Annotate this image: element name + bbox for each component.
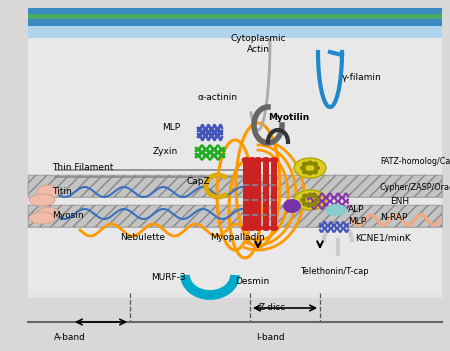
Text: MLP: MLP <box>348 218 366 226</box>
Text: Desmin: Desmin <box>235 278 269 286</box>
Ellipse shape <box>302 170 308 174</box>
Ellipse shape <box>302 193 308 199</box>
Ellipse shape <box>29 194 55 206</box>
FancyBboxPatch shape <box>263 160 269 228</box>
Text: Titin: Titin <box>52 187 72 197</box>
Text: A-band: A-band <box>54 333 86 343</box>
Text: MLP: MLP <box>162 124 180 132</box>
Ellipse shape <box>312 193 318 199</box>
Text: Myotilin: Myotilin <box>268 113 309 122</box>
Ellipse shape <box>294 158 326 178</box>
Ellipse shape <box>37 185 59 199</box>
Text: KCNE1/minK: KCNE1/minK <box>355 233 411 243</box>
Ellipse shape <box>270 225 279 231</box>
Ellipse shape <box>270 157 279 163</box>
Ellipse shape <box>302 161 308 166</box>
Text: Nebulette: Nebulette <box>120 233 165 243</box>
Ellipse shape <box>248 225 256 231</box>
FancyBboxPatch shape <box>249 160 255 228</box>
FancyBboxPatch shape <box>28 8 442 26</box>
Ellipse shape <box>242 157 251 163</box>
Text: N-RAP: N-RAP <box>380 213 407 223</box>
FancyBboxPatch shape <box>28 205 442 227</box>
Ellipse shape <box>307 160 313 166</box>
Ellipse shape <box>312 161 318 166</box>
Text: Cypher/ZASP/Oracle: Cypher/ZASP/Oracle <box>380 184 450 192</box>
Text: CapZ: CapZ <box>186 178 210 186</box>
FancyBboxPatch shape <box>28 26 442 38</box>
Ellipse shape <box>261 157 270 163</box>
Ellipse shape <box>294 190 326 210</box>
Ellipse shape <box>261 225 270 231</box>
Text: ENH: ENH <box>390 198 409 206</box>
FancyBboxPatch shape <box>28 14 442 19</box>
Text: Telethonin/T-cap: Telethonin/T-cap <box>300 267 369 277</box>
Text: Thin Filament: Thin Filament <box>52 164 113 172</box>
Ellipse shape <box>312 170 318 174</box>
FancyBboxPatch shape <box>28 38 442 293</box>
Text: Cytoplasmic
Actin: Cytoplasmic Actin <box>230 34 286 54</box>
FancyBboxPatch shape <box>243 160 249 228</box>
Ellipse shape <box>314 198 320 203</box>
Text: α-actinin: α-actinin <box>198 93 238 102</box>
Ellipse shape <box>29 212 55 224</box>
Text: Myosin: Myosin <box>52 211 84 219</box>
FancyBboxPatch shape <box>28 8 442 298</box>
Text: FATZ-homolog/Calsarcin-1: FATZ-homolog/Calsarcin-1 <box>380 158 450 166</box>
Ellipse shape <box>307 203 313 207</box>
Text: Myopalladin: Myopalladin <box>210 233 265 243</box>
Ellipse shape <box>300 198 306 203</box>
Ellipse shape <box>302 201 308 206</box>
Text: γ-filamin: γ-filamin <box>342 73 382 82</box>
Ellipse shape <box>307 192 313 198</box>
Text: MURF-3: MURF-3 <box>151 273 185 283</box>
Ellipse shape <box>248 157 256 163</box>
Text: ALP: ALP <box>348 205 365 214</box>
Ellipse shape <box>312 201 318 206</box>
Text: I-band: I-band <box>256 333 284 343</box>
Ellipse shape <box>37 207 59 221</box>
Ellipse shape <box>314 166 320 171</box>
FancyBboxPatch shape <box>28 175 442 197</box>
FancyBboxPatch shape <box>271 160 277 228</box>
Ellipse shape <box>300 166 306 171</box>
Ellipse shape <box>253 157 262 163</box>
FancyBboxPatch shape <box>255 160 261 228</box>
Ellipse shape <box>283 199 301 213</box>
Text: Z-disc: Z-disc <box>258 304 286 312</box>
Text: Zyxin: Zyxin <box>153 147 178 157</box>
Ellipse shape <box>325 204 347 216</box>
Ellipse shape <box>242 225 251 231</box>
Ellipse shape <box>307 171 313 176</box>
Ellipse shape <box>253 225 262 231</box>
